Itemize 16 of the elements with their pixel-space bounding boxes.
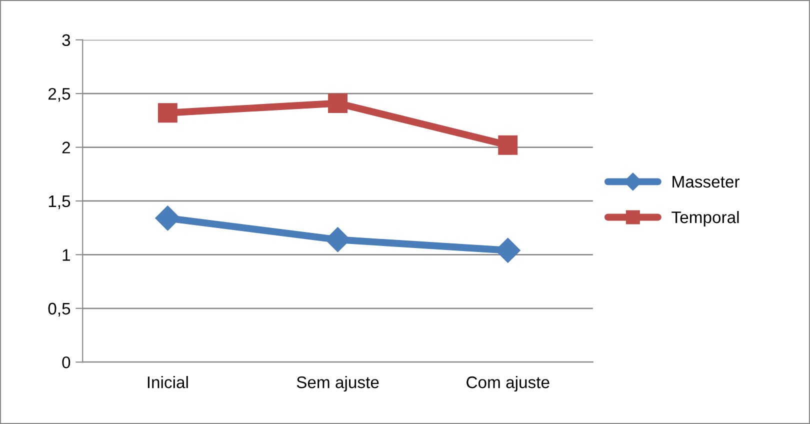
y-tick-label: 0,5 xyxy=(48,302,70,317)
y-tick-label: 3 xyxy=(62,34,70,46)
point xyxy=(158,103,178,123)
y-tick-label: 0 xyxy=(62,356,70,368)
x-tick-label: Com ajuste xyxy=(466,376,550,392)
legend-label: Temporal xyxy=(672,210,739,227)
point xyxy=(328,94,348,113)
y-tick-label: 1 xyxy=(62,249,70,261)
x-tick-label: Inicial xyxy=(148,376,188,388)
legend-label: Masseter xyxy=(672,176,740,188)
point xyxy=(155,206,180,231)
point xyxy=(498,135,518,155)
y-tick-label: 2,5 xyxy=(48,88,70,102)
x-tick-label: Sem ajuste xyxy=(296,376,379,392)
y-tick-label: 2 xyxy=(62,142,70,154)
y-tick-label: 1,5 xyxy=(48,196,70,210)
